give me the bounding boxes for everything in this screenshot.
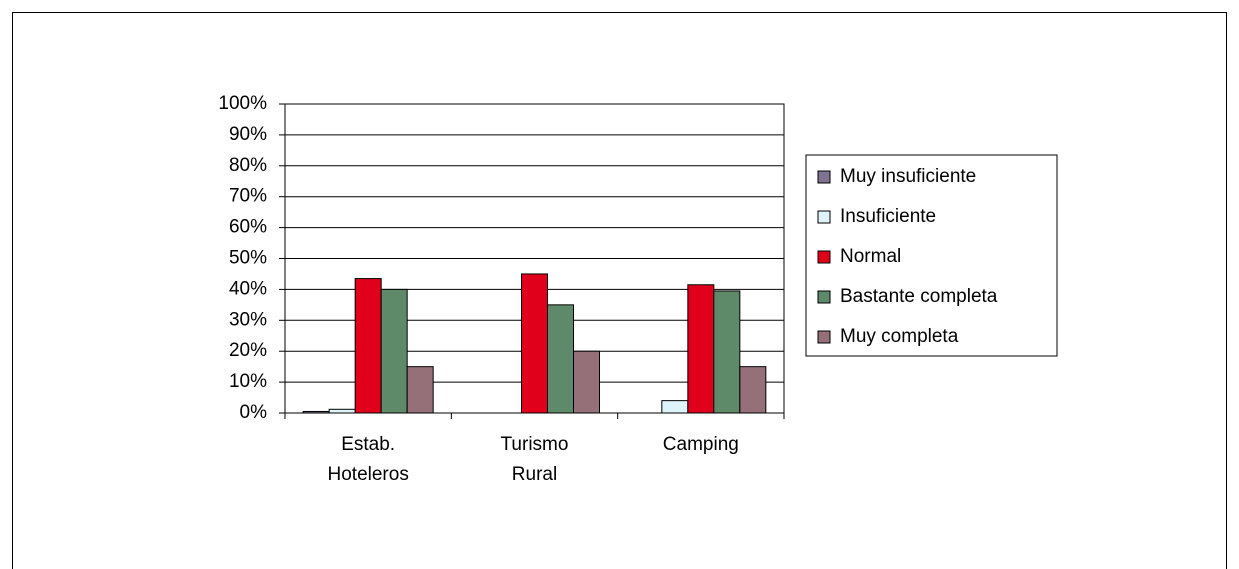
bar xyxy=(713,290,741,414)
legend-swatch xyxy=(817,290,831,304)
bar xyxy=(573,350,600,414)
y-tick-label: 90% xyxy=(229,124,267,145)
legend-label: Insuficiente xyxy=(840,206,936,227)
y-tick-label: 50% xyxy=(229,248,267,269)
y-tick-label: 40% xyxy=(229,278,267,299)
legend-label: Muy completa xyxy=(840,326,959,347)
legend-swatch xyxy=(817,210,831,224)
y-tick-label: 20% xyxy=(229,340,267,361)
legend-label: Muy insuficiente xyxy=(840,166,976,187)
x-tick-label: Camping xyxy=(663,434,739,455)
x-tick-label: Turismo Rural xyxy=(501,434,569,485)
y-tick-label: 10% xyxy=(229,371,267,392)
bar xyxy=(687,284,715,414)
bar xyxy=(380,288,408,414)
bar xyxy=(328,408,356,414)
y-tick-label: 60% xyxy=(229,217,267,238)
legend-label: Normal xyxy=(840,246,901,267)
x-tick-label: Estab. Hoteleros xyxy=(328,434,409,485)
bar xyxy=(354,278,382,414)
legend-swatch xyxy=(817,250,831,264)
y-tick-label: 70% xyxy=(229,186,267,207)
y-tick-label: 100% xyxy=(218,93,267,114)
bar xyxy=(302,410,330,414)
y-tick-label: 0% xyxy=(240,402,268,423)
bar xyxy=(406,366,434,414)
frame xyxy=(12,12,1227,569)
legend-swatch xyxy=(817,170,831,184)
legend-label: Bastante completa xyxy=(840,286,998,307)
bar xyxy=(521,273,548,414)
legend-box xyxy=(805,154,1058,357)
bar xyxy=(547,304,574,414)
y-tick-label: 80% xyxy=(229,155,267,176)
bar xyxy=(739,366,767,414)
legend-swatch xyxy=(817,330,831,344)
y-tick-label: 30% xyxy=(229,309,267,330)
bar xyxy=(661,400,689,414)
